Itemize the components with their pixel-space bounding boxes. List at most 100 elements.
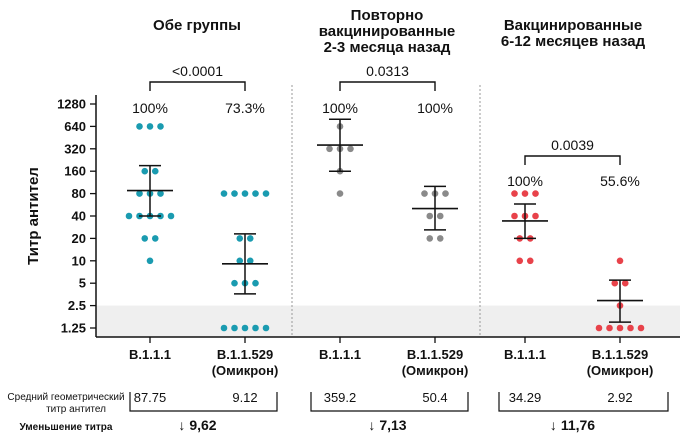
panel-1-group-2-point-8 xyxy=(236,257,244,265)
panel-2-group-2-point-4 xyxy=(426,212,434,220)
panel-2-group-2-point-3 xyxy=(442,190,449,197)
panel-1-group-1-gmt-value: 87.75 xyxy=(134,390,167,405)
panel-2-reduction: ↓ 7,13 xyxy=(368,417,406,433)
panel-3-group-2-point-5 xyxy=(595,324,603,332)
y-tick-label-5: 5 xyxy=(79,276,86,291)
panel-1-group-2-category-label-line-2: (Омикрон) xyxy=(212,363,279,378)
panel-1-group-2-point-15 xyxy=(241,324,249,332)
panel-1-group-1-point-13 xyxy=(167,212,175,220)
panel-2-group-1-category-label-line-1: B.1.1.1 xyxy=(319,347,361,362)
panel-3-p-value: 0.0039 xyxy=(551,137,594,153)
panel-1-group-2-category-label-line-1: B.1.1.529 xyxy=(217,347,273,362)
panel-1-gmt-bracket xyxy=(129,392,278,412)
reduction-row-label: Уменьшение титра xyxy=(20,422,113,433)
panel-1-group-2-point-3 xyxy=(241,190,249,197)
panel-1-group-1-point-6 xyxy=(136,190,143,197)
panel-3-reduction: ↓ 11,76 xyxy=(550,417,595,433)
y-tick-label-10: 10 xyxy=(72,253,86,268)
panel-1-group-2-point-9 xyxy=(246,257,254,265)
panel-1-significance-bracket xyxy=(149,81,246,91)
panel-1-group-2-point-16 xyxy=(252,324,259,332)
panel-3-group-1-point-2 xyxy=(521,190,529,197)
panel-3-group-2-category-label-line-1: B.1.1.529 xyxy=(592,347,648,362)
panel-1-group-2-point-10 xyxy=(231,279,238,287)
panel-3-significance-bracket xyxy=(524,155,621,165)
y-tick-label-40: 40 xyxy=(72,209,86,224)
y-tick-label-1.25: 1.25 xyxy=(61,321,86,336)
panel-2-group-2-category-label-line-2: (Омикрон) xyxy=(402,363,469,378)
panel-1-group-2-point-4 xyxy=(252,190,259,197)
panel-1-group-1-percent: 100% xyxy=(132,100,168,116)
panel-3-group-1-gmt-value: 34.29 xyxy=(509,390,542,405)
panel-1-group-2-point-7 xyxy=(246,235,254,242)
panel-3-group-1-point-1 xyxy=(511,190,518,197)
panel-3-group-1-point-6 xyxy=(532,212,539,220)
panel-3-group-1-point-4 xyxy=(511,212,518,220)
panel-1-group-2-point-5 xyxy=(262,190,270,197)
panel-3-group-1-point-10 xyxy=(526,257,534,265)
y-tick-label-160: 160 xyxy=(64,164,86,179)
panel-1-group-1-point-14 xyxy=(141,235,149,242)
panel-3-group-2-point-8 xyxy=(627,324,634,332)
panel-2-group-1-gmt-value: 359.2 xyxy=(324,390,357,405)
y-tick-label-1280: 1280 xyxy=(57,97,86,112)
panel-1-group-2-percent: 73.3% xyxy=(225,100,265,116)
panel-1-group-2-point-17 xyxy=(262,324,270,332)
panel-1-group-1-point-3 xyxy=(157,123,164,130)
y-tick-label-20: 20 xyxy=(72,231,86,246)
panel-2-gmt-bracket xyxy=(310,392,469,412)
panel-1-group-1-point-2 xyxy=(146,123,154,130)
panel-1-group-1-point-1 xyxy=(136,123,143,130)
panel-2-group-1-percent: 100% xyxy=(322,100,358,116)
panel-1-group-1-point-4 xyxy=(141,167,149,175)
gmt-row-label-line-1: Средний геометрический xyxy=(7,392,124,403)
panel-1-group-2-point-1 xyxy=(220,190,228,197)
panel-1-group-2-point-12 xyxy=(252,279,259,287)
panel-2-title-line-3: 2-3 месяца назад xyxy=(324,39,451,56)
y-tick-label-80: 80 xyxy=(72,186,86,201)
panel-3-title-line-1: Вакцинированные xyxy=(504,17,642,34)
panel-3-group-2-point-7 xyxy=(616,324,624,332)
panel-3-group-2-point-3 xyxy=(621,279,629,287)
panel-2-group-2-point-6 xyxy=(426,235,434,242)
panel-1-group-1-point-16 xyxy=(146,257,154,265)
panel-1-group-2-gmt-value: 9.12 xyxy=(232,390,257,405)
panel-2-group-2-percent: 100% xyxy=(417,100,453,116)
panel-3-group-2-point-1 xyxy=(616,257,624,265)
panel-2-group-2-gmt-value: 50.4 xyxy=(422,390,447,405)
panel-3-group-1-point-3 xyxy=(532,190,539,197)
panel-2-group-1-point-6 xyxy=(336,190,344,197)
panel-2-group-2-point-1 xyxy=(421,190,428,197)
gmt-row-label-line-2: титр антител xyxy=(46,404,106,415)
panel-2-group-2-point-7 xyxy=(436,235,444,242)
panel-3-title-line-2: 6-12 месяцев назад xyxy=(501,33,646,50)
y-axis-title: Титр антител xyxy=(25,167,42,265)
panel-3-group-1-category-label-line-1: B.1.1.1 xyxy=(504,347,546,362)
panel-1-group-2-point-6 xyxy=(236,235,244,242)
panel-1-title-line-1: Обе группы xyxy=(153,17,241,34)
panel-3-gmt-bracket xyxy=(498,392,669,412)
panel-3-group-2-point-6 xyxy=(606,324,613,332)
y-tick-label-2.5: 2.5 xyxy=(68,298,86,313)
panel-3-group-2-category-label-line-2: (Омикрон) xyxy=(587,363,654,378)
panel-1-group-2-point-2 xyxy=(231,190,238,197)
panel-1-p-value: <0.0001 xyxy=(172,63,223,79)
y-tick-label-320: 320 xyxy=(64,141,86,156)
panel-2-group-1-point-2 xyxy=(326,145,333,153)
panel-1-group-2-point-13 xyxy=(220,324,228,332)
panel-3-group-1-point-9 xyxy=(516,257,524,265)
panel-2-title-line-1: Повторно xyxy=(351,7,424,24)
panel-2-group-1-point-4 xyxy=(347,145,354,153)
panel-2-group-2-category-label-line-1: B.1.1.529 xyxy=(407,347,463,362)
y-tick-label-640: 640 xyxy=(64,119,86,134)
detection-limit-band xyxy=(96,305,680,337)
panel-3-group-1-percent: 100% xyxy=(507,173,543,189)
panel-2-p-value: 0.0313 xyxy=(366,63,409,79)
panel-2-group-2-point-5 xyxy=(436,212,444,220)
panel-3-group-2-point-9 xyxy=(637,324,645,332)
panel-2-significance-bracket xyxy=(339,81,436,91)
panel-1-group-1-point-9 xyxy=(125,212,133,220)
panel-3-group-2-point-2 xyxy=(611,279,619,287)
panel-1-group-1-point-8 xyxy=(157,190,164,197)
